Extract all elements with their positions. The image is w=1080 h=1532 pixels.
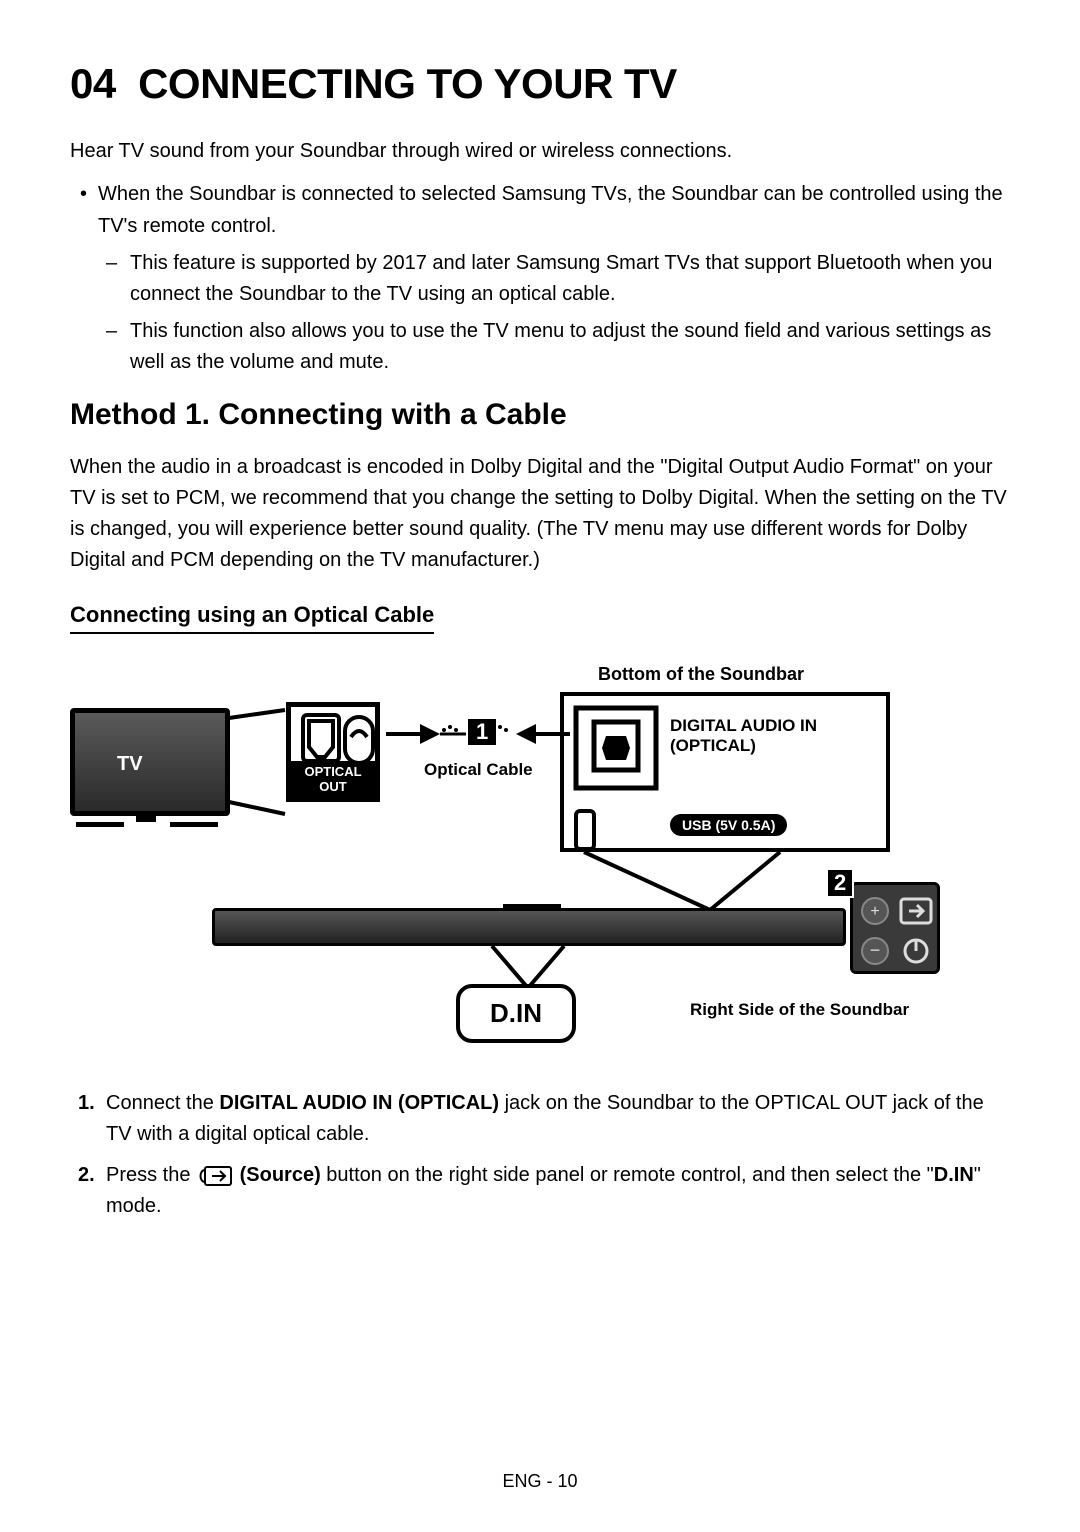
tv-label: TV xyxy=(111,753,149,776)
sub-heading: Connecting using an Optical Cable xyxy=(70,602,434,634)
chapter-title: 04 CONNECTING TO YOUR TV xyxy=(70,60,1010,108)
step-bold: DIGITAL AUDIO IN (OPTICAL) xyxy=(219,1092,499,1114)
steps-list: Connect the DIGITAL AUDIO IN (OPTICAL) j… xyxy=(70,1088,1010,1222)
side-panel-svg: + − xyxy=(853,885,943,977)
soundbar-bottom-panel: DIGITAL AUDIO IN (OPTICAL) USB (5V 0.5A) xyxy=(560,692,890,852)
source-icon xyxy=(198,1166,232,1186)
bullet-text: When the Soundbar is connected to select… xyxy=(98,183,1003,237)
diagram-caption-top: Bottom of the Soundbar xyxy=(598,664,804,685)
optical-cable-label: Optical Cable xyxy=(424,760,533,780)
diagram-caption-right: Right Side of the Soundbar xyxy=(690,1000,909,1020)
bullet-list: When the Soundbar is connected to select… xyxy=(70,178,1010,378)
bullet-item: When the Soundbar is connected to select… xyxy=(98,178,1010,378)
chapter-number: 04 xyxy=(70,60,116,107)
step-text: button on the right side panel or remote… xyxy=(321,1164,934,1186)
dash-item: This feature is supported by 2017 and la… xyxy=(130,248,1010,310)
tv-icon: TV xyxy=(70,708,230,816)
step-text: Connect the xyxy=(106,1092,219,1114)
step-item: Press the (Source) button on the right s… xyxy=(70,1160,1010,1222)
digital-in-label-2: (OPTICAL) xyxy=(670,736,817,756)
step-bold: (Source) xyxy=(234,1164,321,1186)
usb-label: USB (5V 0.5A) xyxy=(670,814,787,836)
svg-text:−: − xyxy=(870,940,881,960)
optical-out-label: OPTICAL OUT xyxy=(291,761,375,797)
step-text: Press the xyxy=(106,1164,196,1186)
svg-text:+: + xyxy=(870,903,879,920)
intro-text: Hear TV sound from your Soundbar through… xyxy=(70,136,1010,166)
chapter-name: CONNECTING TO YOUR TV xyxy=(138,60,677,107)
badge-1: 1 xyxy=(466,717,498,747)
method-heading: Method 1. Connecting with a Cable xyxy=(70,398,1010,432)
side-panel: + − xyxy=(850,882,940,974)
tv-stand-icon xyxy=(70,814,230,834)
method-body: When the audio in a broadcast is encoded… xyxy=(70,452,1010,576)
dash-item: This function also allows you to use the… xyxy=(130,316,1010,378)
page-number: ENG - 10 xyxy=(0,1471,1080,1492)
soundbar-icon xyxy=(212,908,846,946)
tv-back-panel: OPTICAL OUT xyxy=(286,702,380,802)
badge-2: 2 xyxy=(826,868,854,898)
step-bold: D.IN xyxy=(934,1164,974,1186)
dash-list: This feature is supported by 2017 and la… xyxy=(98,248,1010,378)
connection-diagram: Bottom of the Soundbar DIGITAL AUDIO IN … xyxy=(70,664,1010,1064)
digital-in-label-1: DIGITAL AUDIO IN xyxy=(670,716,817,736)
din-box: D.IN xyxy=(456,984,576,1043)
step-item: Connect the DIGITAL AUDIO IN (OPTICAL) j… xyxy=(70,1088,1010,1150)
